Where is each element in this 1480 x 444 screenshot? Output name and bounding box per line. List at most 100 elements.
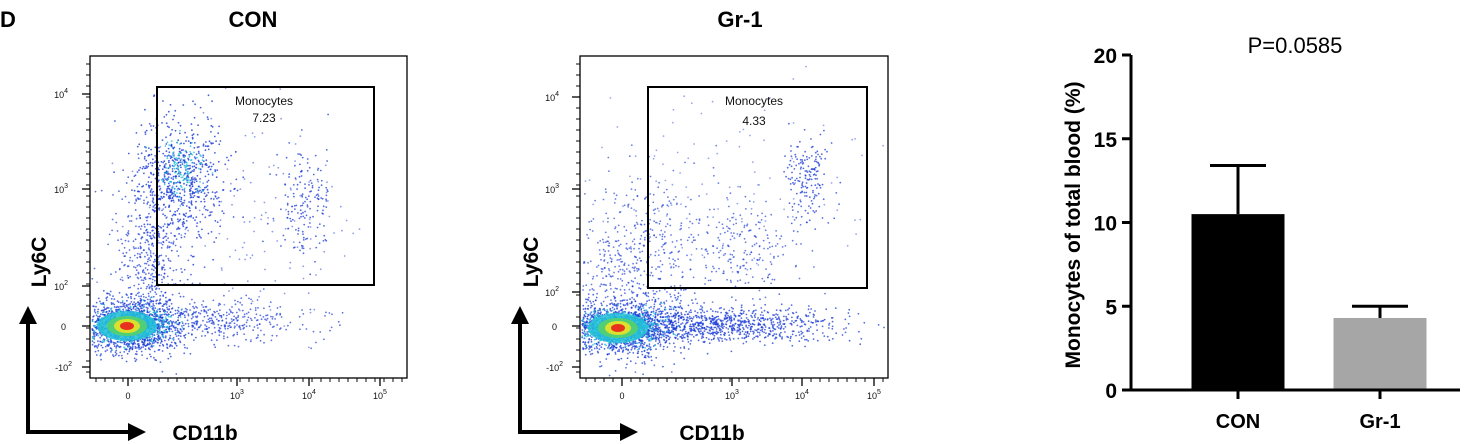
event-dot — [163, 272, 166, 275]
event-dot — [145, 229, 148, 232]
event-dot — [191, 162, 194, 164]
event-dot — [127, 296, 130, 299]
event-dot — [187, 170, 189, 173]
event-dot — [304, 187, 306, 190]
event-dot — [149, 237, 152, 240]
event-dot — [150, 129, 153, 131]
gate-value: 7.23 — [252, 111, 276, 125]
event-dot — [136, 256, 139, 259]
event-dot — [320, 184, 323, 187]
y-tick-label: 103 — [54, 183, 68, 195]
event-dot — [95, 333, 98, 336]
event-dot — [154, 318, 157, 321]
event-dot — [147, 258, 150, 261]
event-dot — [603, 348, 606, 350]
event-dot — [299, 135, 302, 138]
event-dot — [134, 174, 137, 177]
event-dot — [666, 326, 668, 328]
event-dot — [206, 188, 209, 191]
event-dot — [151, 162, 154, 165]
event-dot — [656, 308, 659, 311]
event-dot — [173, 161, 176, 163]
event-dot — [200, 162, 203, 165]
event-dot — [289, 261, 292, 264]
event-dot — [109, 290, 112, 293]
event-dot — [618, 310, 620, 313]
event-dot — [140, 301, 142, 303]
event-dot — [121, 299, 124, 302]
event-dot — [204, 216, 207, 219]
event-dot — [228, 324, 231, 327]
event-dot — [122, 305, 125, 308]
event-dot — [607, 347, 609, 349]
event-dot — [185, 184, 188, 186]
event-dot — [140, 195, 142, 197]
event-dot — [136, 171, 139, 173]
event-dot — [164, 339, 166, 342]
event-dot — [149, 342, 152, 345]
event-dot — [183, 214, 185, 216]
event-dot — [154, 207, 157, 209]
event-dot — [262, 240, 264, 243]
event-dot — [206, 185, 209, 187]
event-dot — [110, 351, 112, 353]
event-dot — [169, 344, 172, 346]
event-dot — [177, 198, 180, 201]
event-dot — [136, 340, 139, 343]
event-dot — [309, 216, 312, 219]
event-dot — [172, 147, 175, 150]
event-dot — [195, 163, 198, 166]
event-dot — [158, 261, 160, 263]
event-dot — [195, 166, 198, 169]
event-dot — [155, 302, 158, 305]
event-dot — [151, 289, 154, 291]
event-dot — [161, 333, 163, 335]
event-dot — [592, 293, 595, 296]
event-dot — [643, 309, 646, 312]
event-dot — [143, 271, 146, 274]
event-dot — [156, 329, 158, 332]
event-dot — [159, 308, 161, 310]
event-dot — [158, 168, 160, 171]
event-dot — [205, 141, 207, 143]
event-dot — [302, 211, 304, 214]
event-dot — [590, 338, 593, 341]
event-dot — [592, 313, 595, 316]
event-dot — [190, 201, 193, 204]
event-dot — [117, 306, 120, 309]
event-dot — [229, 190, 232, 192]
event-dot — [146, 219, 148, 222]
event-dot — [162, 321, 165, 324]
event-dot — [181, 163, 184, 166]
event-dot — [200, 309, 203, 312]
event-dot — [171, 197, 174, 199]
event-dot — [199, 168, 202, 171]
event-dot — [316, 197, 319, 200]
event-dot — [153, 333, 156, 336]
event-dot — [127, 231, 129, 234]
event-dot — [162, 230, 165, 233]
event-dot — [178, 175, 181, 178]
event-dot — [231, 287, 234, 290]
event-dot — [139, 255, 142, 258]
event-dot — [126, 305, 128, 308]
event-dot — [163, 172, 166, 175]
event-dot — [172, 154, 174, 156]
event-dot — [166, 275, 169, 278]
event-dot — [100, 189, 103, 192]
event-dot — [181, 188, 184, 191]
event-dot — [166, 190, 168, 193]
event-dot — [650, 355, 653, 358]
event-dot — [687, 348, 690, 350]
event-dot — [136, 292, 139, 295]
event-dot — [294, 160, 296, 163]
event-dot — [154, 177, 157, 180]
event-dot — [192, 263, 195, 266]
event-dot — [297, 153, 299, 155]
event-dot — [171, 168, 174, 170]
event-dot — [208, 140, 211, 143]
event-dot — [129, 347, 132, 350]
event-dot — [247, 316, 250, 319]
event-dot — [194, 188, 197, 191]
event-dot — [94, 321, 97, 323]
